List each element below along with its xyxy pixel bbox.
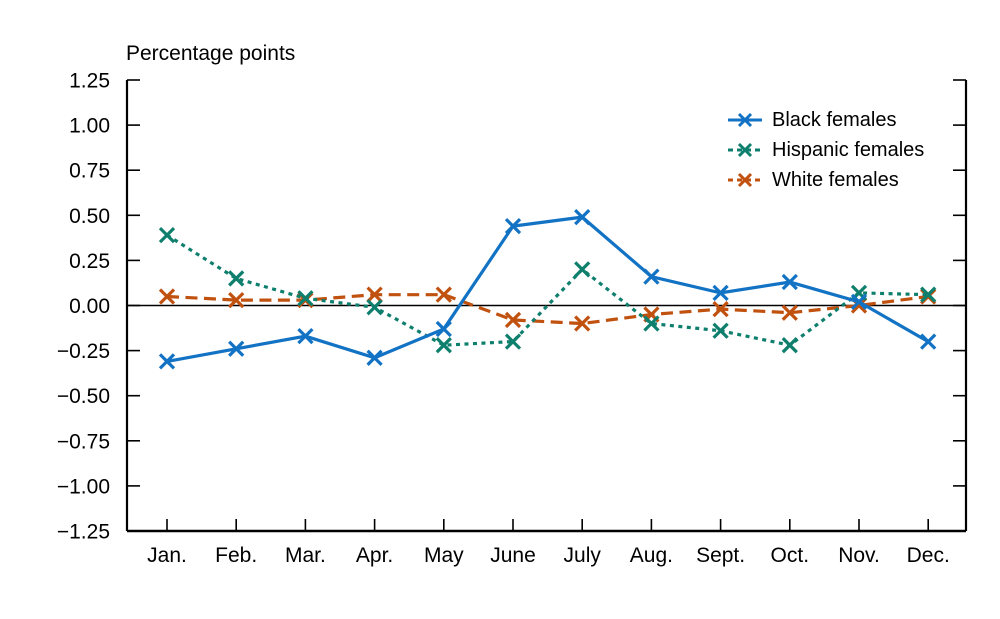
series-white-females	[158, 286, 937, 332]
x-marker-icon	[297, 328, 314, 345]
x-marker-icon	[574, 261, 591, 278]
x-marker-icon	[504, 333, 522, 350]
x-tick-label: Jan.	[147, 544, 187, 567]
legend-label-hispanic-females: Hispanic females	[772, 138, 925, 161]
y-tick-label: 1.25	[69, 70, 110, 93]
x-marker-icon	[366, 299, 383, 316]
x-marker-icon	[643, 268, 660, 285]
legend-label-white-females: White females	[772, 168, 899, 191]
y-tick-label: −0.25	[57, 340, 110, 363]
x-marker-icon	[920, 333, 937, 350]
legend-marker-line-x-icon	[728, 112, 762, 128]
series-black-females	[158, 208, 937, 370]
y-tick-label: 0.50	[69, 205, 110, 228]
y-axis-units-title: Percentage points	[126, 42, 296, 65]
x-tick-label: Aug.	[630, 544, 673, 567]
x-marker-icon	[158, 288, 176, 305]
x-marker-icon	[712, 284, 729, 302]
x-marker-icon	[228, 340, 245, 357]
x-marker-icon	[504, 217, 522, 235]
x-marker-icon	[158, 227, 176, 244]
x-marker-icon	[574, 315, 591, 332]
x-marker-icon	[574, 208, 591, 226]
series-line-white-females	[166, 293, 929, 326]
y-tick-label: −0.75	[57, 430, 110, 453]
x-tick-label: Mar.	[285, 544, 326, 567]
y-tick-label: −1.25	[57, 521, 110, 544]
x-tick-label: Nov.	[838, 544, 880, 567]
x-tick-label: May	[424, 544, 464, 567]
x-marker-icon	[435, 320, 452, 338]
x-marker-icon	[850, 293, 868, 311]
x-marker-icon	[712, 300, 729, 318]
legend-label-black-females: Black females	[772, 108, 897, 131]
legend-x-glyph	[737, 172, 753, 188]
y-tick-label: −1.00	[57, 475, 110, 498]
x-marker-icon	[643, 315, 660, 332]
legend: Black females Hispanic females White fem…	[727, 105, 924, 195]
legend-item-black-females: Black females	[727, 105, 924, 135]
x-tick-label: Apr.	[356, 544, 393, 567]
y-tick-label: 0.75	[69, 160, 110, 183]
x-marker-icon	[781, 273, 798, 291]
legend-marker-line-x-icon	[728, 172, 762, 188]
legend-marker-line-x-icon	[728, 142, 762, 158]
x-marker-icon	[781, 337, 798, 354]
x-tick-label: July	[564, 544, 602, 567]
series-line-hispanic-females	[166, 233, 929, 347]
x-marker-icon	[435, 337, 452, 354]
y-tick-label: 0.25	[69, 250, 110, 273]
y-tick-label: 1.00	[69, 115, 110, 138]
x-tick-label: Oct.	[771, 544, 810, 567]
x-marker-icon	[228, 270, 245, 287]
legend-item-white-females: White females	[727, 165, 924, 195]
legend-x-glyph	[737, 112, 753, 128]
y-tick-label: −0.50	[57, 385, 110, 408]
x-tick-label: Sept.	[696, 544, 745, 567]
series-line-black-females	[166, 215, 929, 363]
x-marker-icon	[435, 286, 452, 303]
x-tick-label: Feb.	[215, 544, 257, 567]
x-tick-label: Dec.	[907, 544, 950, 567]
x-marker-icon	[712, 322, 729, 339]
x-marker-icon	[781, 304, 798, 321]
x-marker-icon	[366, 286, 383, 303]
x-marker-icon	[504, 311, 522, 329]
x-marker-icon	[228, 291, 245, 309]
legend-x-glyph	[737, 142, 753, 158]
x-marker-icon	[366, 349, 383, 366]
x-tick-label: June	[490, 544, 536, 567]
x-marker-icon	[297, 290, 314, 307]
legend-item-hispanic-females: Hispanic females	[727, 135, 924, 165]
x-marker-icon	[920, 286, 937, 303]
x-marker-icon	[158, 353, 176, 370]
y-tick-label: 0.00	[69, 295, 110, 318]
axis-ticks	[127, 79, 966, 532]
